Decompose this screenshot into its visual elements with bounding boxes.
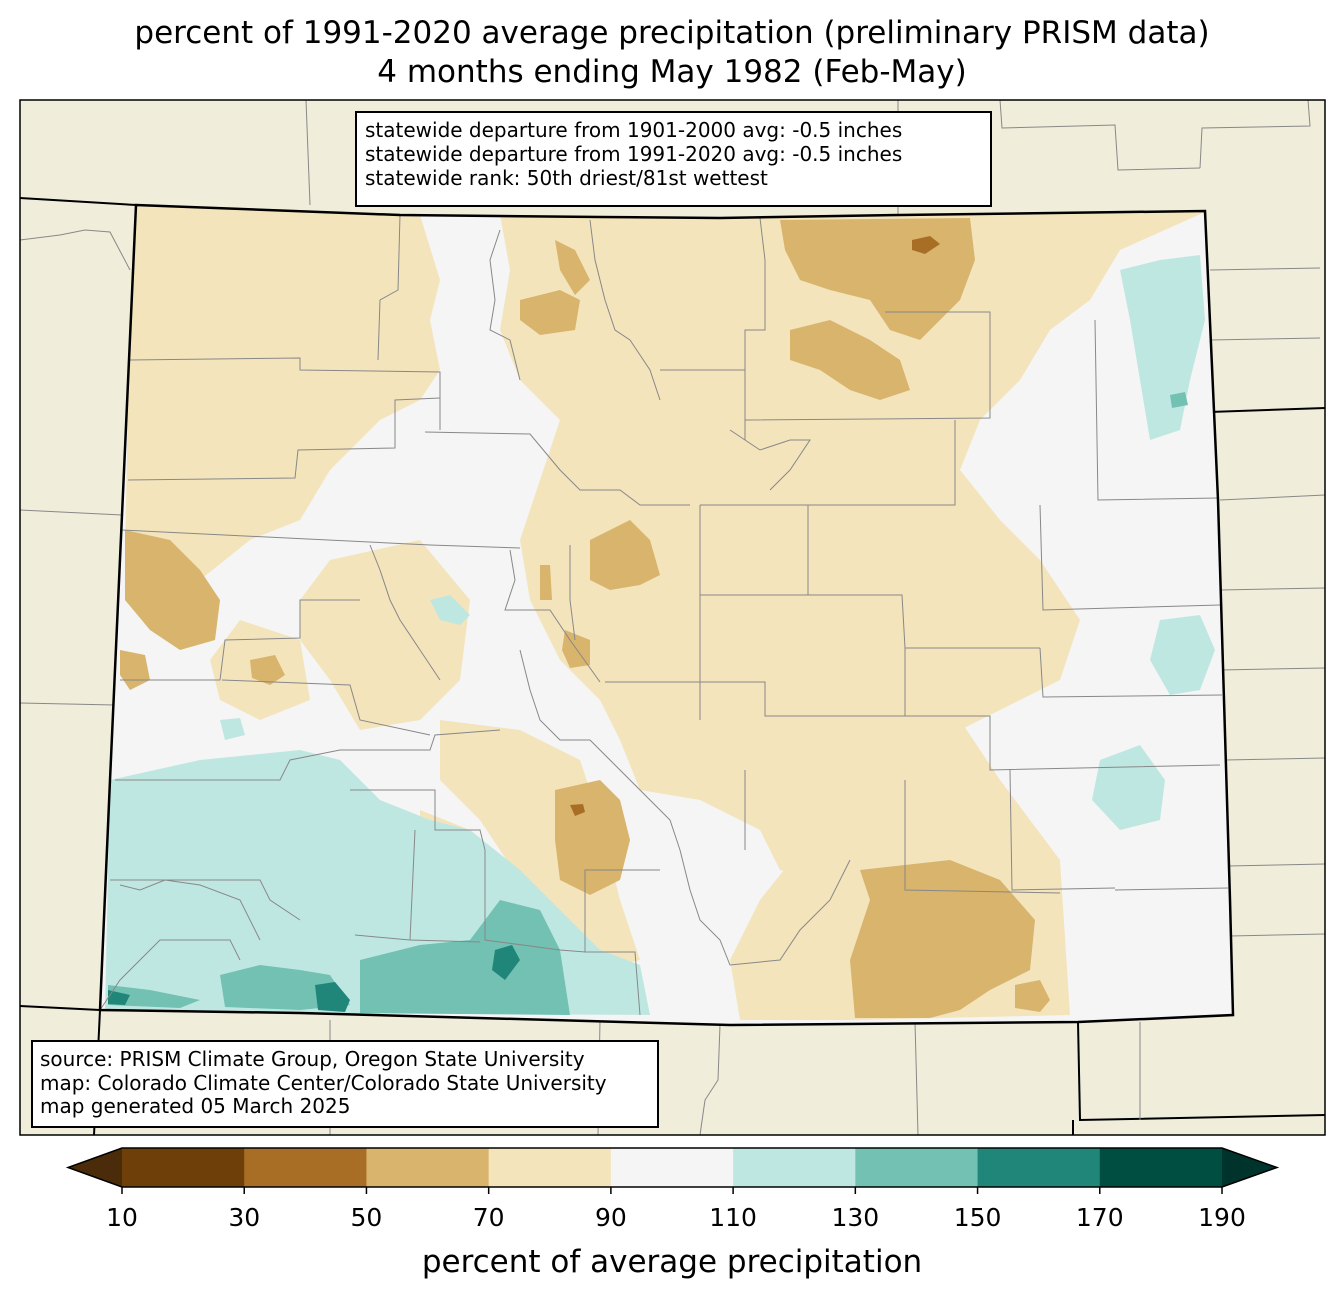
colorbar-tick-label: 30 [228,1203,261,1232]
generated-date-line: map generated 05 March 2025 [40,1094,351,1118]
source-box: source: PRISM Climate Group, Oregon Stat… [31,1040,659,1128]
source-line: source: PRISM Climate Group, Oregon Stat… [40,1047,585,1071]
chart-title: percent of 1991-2020 average precipitati… [134,15,1210,51]
colorado-state-border [98,203,1235,1027]
map-frame [19,99,1326,1136]
colorbar-tick-label: 190 [1198,1203,1246,1232]
colorbar-tick-label: 170 [1075,1203,1124,1232]
wet-150-170-regions [108,945,520,1012]
colorbar-label: percent of average precipitation [421,1244,923,1280]
colorbar-tick-label: 10 [106,1203,138,1232]
dry-70-90-regions [125,205,1205,1020]
dry-30-50-regions [570,236,940,816]
stats-departure-1901-2000: statewide departure from 1901-2000 avg: … [365,118,903,142]
stats-departure-1991-2020: statewide departure from 1991-2020 avg: … [365,142,903,166]
colorbar-tick-label: 150 [953,1203,1002,1232]
stats-rank: statewide rank: 50th driest/81st wettest [365,166,768,190]
statewide-stats-box: statewide departure from 1901-2000 avg: … [355,111,992,207]
colorbar-tick-label: 130 [831,1203,880,1232]
chart-subtitle: 4 months ending May 1982 (Feb-May) [377,54,967,90]
map-credit-line: map: Colorado Climate Center/Colorado St… [40,1070,607,1095]
colorbar-tick-label: 110 [709,1203,757,1232]
colorbar-tick-label: 90 [594,1203,627,1232]
county-lines [99,214,1229,1016]
colorbar-tick-label: 50 [350,1203,383,1232]
colorbar-tick-label: 70 [472,1203,505,1232]
